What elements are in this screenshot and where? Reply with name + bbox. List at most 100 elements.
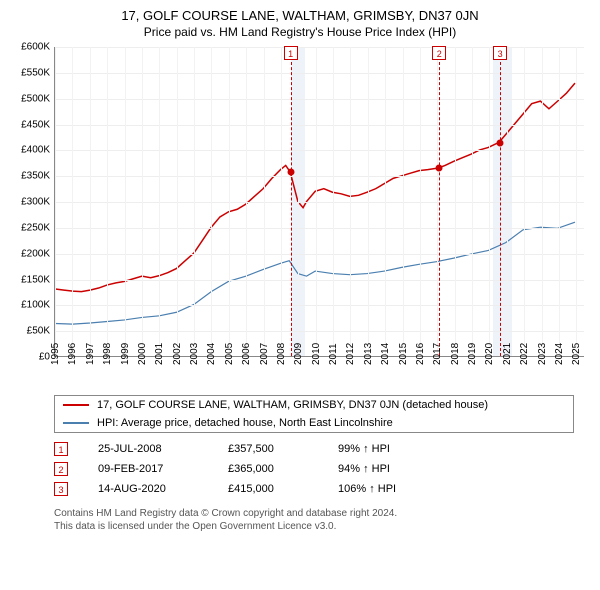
gridline-v (194, 47, 195, 356)
x-axis-label: 2007 (259, 343, 270, 365)
gridline-v (316, 47, 317, 356)
gridline-v (177, 47, 178, 356)
gridline-v (72, 47, 73, 356)
x-axis-label: 2002 (172, 343, 183, 365)
x-axis-label: 2005 (224, 343, 235, 365)
gridline-v (281, 47, 282, 356)
y-axis-label: £150K (10, 274, 50, 285)
gridline-v (559, 47, 560, 356)
x-axis-label: 2018 (450, 343, 461, 365)
gridline-v (368, 47, 369, 356)
sale-row-hpi: 99% ↑ HPI (338, 443, 428, 455)
y-axis-label: £450K (10, 119, 50, 130)
gridline-v (90, 47, 91, 356)
gridline-v (229, 47, 230, 356)
sales-table: 1 25-JUL-2008 £357,500 99% ↑ HPI 2 09-FEB-201… (54, 439, 590, 499)
x-axis-label: 2017 (432, 343, 443, 365)
sale-row-marker: 1 (54, 442, 68, 456)
y-axis-label: £100K (10, 300, 50, 311)
gridline-v (55, 47, 56, 356)
sale-row-date: 14-AUG-2020 (98, 483, 198, 495)
sale-marker-box: 3 (493, 46, 507, 60)
y-axis-label: £550K (10, 67, 50, 78)
sale-row-marker: 2 (54, 462, 68, 476)
plot-area: 1 2 3 (54, 47, 584, 357)
sale-row: 2 09-FEB-2017 £365,000 94% ↑ HPI (54, 459, 590, 479)
gridline-v (489, 47, 490, 356)
gridline-v (472, 47, 473, 356)
x-axis-label: 2009 (293, 343, 304, 365)
gridline-v (125, 47, 126, 356)
x-axis-label: 2010 (311, 343, 322, 365)
sale-row-price: £357,500 (228, 443, 308, 455)
gridline-v (246, 47, 247, 356)
gridline-v (333, 47, 334, 356)
gridline-h (55, 254, 584, 255)
x-axis-label: 2016 (415, 343, 426, 365)
footnote: Contains HM Land Registry data © Crown c… (54, 507, 590, 533)
gridline-v (403, 47, 404, 356)
gridline-v (211, 47, 212, 356)
y-axis-label: £600K (10, 42, 50, 53)
x-axis-label: 2020 (484, 343, 495, 365)
legend: 17, GOLF COURSE LANE, WALTHAM, GRIMSBY, … (54, 395, 574, 433)
gridline-h (55, 150, 584, 151)
x-axis-label: 1999 (120, 343, 131, 365)
footnote-line: This data is licensed under the Open Gov… (54, 520, 590, 533)
y-axis-label: £500K (10, 93, 50, 104)
x-axis-label: 2021 (502, 343, 513, 365)
x-axis-label: 2024 (554, 343, 565, 365)
chart-subtitle: Price paid vs. HM Land Registry's House … (10, 25, 590, 39)
gridline-v (159, 47, 160, 356)
legend-row: HPI: Average price, detached house, Nort… (55, 414, 573, 432)
sale-marker-dot (287, 169, 294, 176)
y-axis-label: £200K (10, 248, 50, 259)
sale-marker-line (291, 47, 292, 356)
gridline-v (142, 47, 143, 356)
legend-label: 17, GOLF COURSE LANE, WALTHAM, GRIMSBY, … (97, 399, 488, 411)
sale-marker-box: 1 (284, 46, 298, 60)
x-axis-label: 1996 (67, 343, 78, 365)
gridline-v (542, 47, 543, 356)
gridline-h (55, 73, 584, 74)
x-axis-label: 2025 (571, 343, 582, 365)
sale-row-marker: 3 (54, 482, 68, 496)
gridline-v (524, 47, 525, 356)
sale-row-hpi: 94% ↑ HPI (338, 463, 428, 475)
gridline-v (507, 47, 508, 356)
x-axis-label: 2000 (137, 343, 148, 365)
gridline-h (55, 228, 584, 229)
x-axis-label: 2003 (189, 343, 200, 365)
y-axis-label: £400K (10, 145, 50, 156)
chart-area: 123 £0£50K£100K£150K£200K£250K£300K£350K… (10, 47, 590, 387)
gridline-h (55, 280, 584, 281)
chart-title: 17, GOLF COURSE LANE, WALTHAM, GRIMSBY, … (10, 8, 590, 23)
footnote-line: Contains HM Land Registry data © Crown c… (54, 507, 590, 520)
y-axis-label: £250K (10, 222, 50, 233)
x-axis-label: 1998 (102, 343, 113, 365)
sale-marker-box: 2 (432, 46, 446, 60)
x-axis-label: 1997 (85, 343, 96, 365)
sale-row-date: 09-FEB-2017 (98, 463, 198, 475)
sale-row-hpi: 106% ↑ HPI (338, 483, 428, 495)
sale-marker-dot (497, 139, 504, 146)
sale-row-price: £365,000 (228, 463, 308, 475)
x-axis-label: 2008 (276, 343, 287, 365)
gridline-h (55, 305, 584, 306)
gridline-v (264, 47, 265, 356)
y-axis-label: £350K (10, 171, 50, 182)
x-axis-label: 2014 (380, 343, 391, 365)
gridline-h (55, 202, 584, 203)
x-axis-label: 2006 (241, 343, 252, 365)
legend-label: HPI: Average price, detached house, Nort… (97, 417, 393, 429)
gridline-v (455, 47, 456, 356)
x-axis-label: 2015 (398, 343, 409, 365)
legend-swatch (63, 422, 89, 424)
x-axis-label: 1995 (50, 343, 61, 365)
y-axis-label: £50K (10, 326, 50, 337)
gridline-v (107, 47, 108, 356)
sale-row: 1 25-JUL-2008 £357,500 99% ↑ HPI (54, 439, 590, 459)
x-axis-label: 2019 (467, 343, 478, 365)
y-axis-label: £300K (10, 197, 50, 208)
sale-row-date: 25-JUL-2008 (98, 443, 198, 455)
